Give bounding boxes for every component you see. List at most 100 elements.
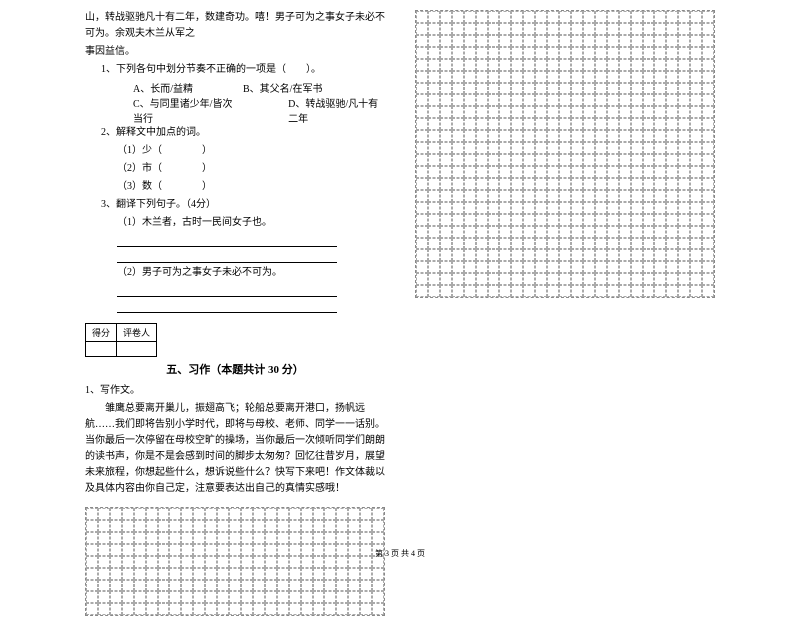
grid-cell[interactable] [559,226,571,238]
grid-cell[interactable] [678,249,690,261]
grid-cell[interactable] [428,94,440,106]
grid-cell[interactable] [631,11,643,23]
grid-cell[interactable] [559,273,571,285]
grid-cell[interactable] [193,508,205,520]
grid-cell[interactable] [535,94,547,106]
grid-cell[interactable] [607,178,619,190]
grid-cell[interactable] [559,249,571,261]
grid-cell[interactable] [122,603,134,615]
grid-cell[interactable] [277,520,289,532]
score-col1-cell[interactable] [86,342,117,357]
grid-cell[interactable] [631,71,643,83]
grid-cell[interactable] [595,94,607,106]
grid-cell[interactable] [193,603,205,615]
grid-cell[interactable] [217,591,229,603]
grid-cell[interactable] [678,190,690,202]
grid-cell[interactable] [654,214,666,226]
grid-cell[interactable] [301,580,313,592]
grid-cell[interactable] [631,214,643,226]
grid-cell[interactable] [499,202,511,214]
grid-cell[interactable] [702,154,714,166]
grid-cell[interactable] [98,520,110,532]
grid-cell[interactable] [488,71,500,83]
grid-cell[interactable] [464,261,476,273]
grid-cell[interactable] [583,11,595,23]
grid-cell[interactable] [523,11,535,23]
grid-cell[interactable] [666,130,678,142]
grid-cell[interactable] [440,83,452,95]
grid-cell[interactable] [571,202,583,214]
grid-cell[interactable] [348,568,360,580]
grid-cell[interactable] [690,142,702,154]
grid-cell[interactable] [122,580,134,592]
grid-cell[interactable] [702,261,714,273]
grid-cell[interactable] [452,59,464,71]
grid-cell[interactable] [428,154,440,166]
grid-cell[interactable] [428,166,440,178]
grid-cell[interactable] [643,59,655,71]
grid-cell[interactable] [464,47,476,59]
grid-cell[interactable] [324,580,336,592]
grid-cell[interactable] [464,285,476,297]
grid-cell[interactable] [241,580,253,592]
grid-cell[interactable] [476,23,488,35]
grid-cell[interactable] [607,285,619,297]
grid-cell[interactable] [511,190,523,202]
grid-cell[interactable] [452,83,464,95]
grid-cell[interactable] [571,214,583,226]
grid-cell[interactable] [348,532,360,544]
grid-cell[interactable] [523,59,535,71]
grid-cell[interactable] [631,106,643,118]
grid-cell[interactable] [181,591,193,603]
grid-cell[interactable] [499,11,511,23]
grid-cell[interactable] [654,59,666,71]
grid-cell[interactable] [360,532,372,544]
grid-cell[interactable] [619,273,631,285]
grid-cell[interactable] [464,214,476,226]
grid-cell[interactable] [313,568,325,580]
grid-cell[interactable] [511,166,523,178]
grid-cell[interactable] [277,568,289,580]
grid-cell[interactable] [440,94,452,106]
grid-cell[interactable] [666,249,678,261]
grid-cell[interactable] [547,261,559,273]
grid-cell[interactable] [607,106,619,118]
grid-cell[interactable] [702,59,714,71]
grid-cell[interactable] [535,59,547,71]
grid-cell[interactable] [571,23,583,35]
grid-cell[interactable] [619,261,631,273]
grid-cell[interactable] [464,178,476,190]
grid-cell[interactable] [535,71,547,83]
grid-cell[interactable] [416,226,428,238]
grid-cell[interactable] [452,142,464,154]
grid-cell[interactable] [464,130,476,142]
grid-cell[interactable] [452,23,464,35]
grid-cell[interactable] [428,214,440,226]
grid-cell[interactable] [678,83,690,95]
grid-cell[interactable] [416,106,428,118]
grid-cell[interactable] [607,130,619,142]
grid-cell[interactable] [702,202,714,214]
grid-cell[interactable] [499,154,511,166]
grid-cell[interactable] [464,226,476,238]
grid-cell[interactable] [583,178,595,190]
grid-cell[interactable] [583,285,595,297]
grid-cell[interactable] [488,238,500,250]
grid-cell[interactable] [595,47,607,59]
grid-cell[interactable] [559,190,571,202]
grid-cell[interactable] [690,273,702,285]
grid-cell[interactable] [464,35,476,47]
grid-cell[interactable] [181,508,193,520]
grid-cell[interactable] [666,261,678,273]
grid-cell[interactable] [134,603,146,615]
grid-cell[interactable] [595,59,607,71]
grid-cell[interactable] [631,154,643,166]
grid-cell[interactable] [631,35,643,47]
grid-cell[interactable] [488,166,500,178]
grid-cell[interactable] [643,11,655,23]
grid-cell[interactable] [511,249,523,261]
grid-cell[interactable] [428,106,440,118]
grid-cell[interactable] [428,226,440,238]
grid-cell[interactable] [678,273,690,285]
grid-cell[interactable] [181,520,193,532]
